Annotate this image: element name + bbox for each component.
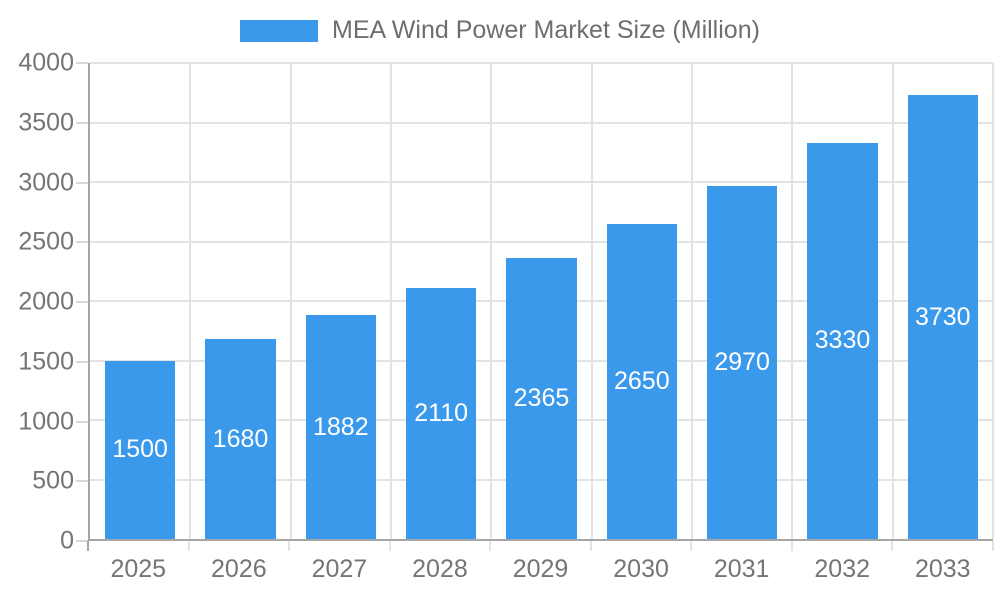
y-tick-mark	[76, 121, 88, 124]
x-gridline	[289, 63, 292, 539]
bars-layer: 1500 1680 1882 2110 2365 2650 2970 3330 3730	[90, 63, 993, 539]
y-axis-ticks	[76, 62, 88, 542]
bar-value-label: 3730	[914, 302, 971, 331]
bar-value-label: 2365	[513, 383, 570, 412]
legend-swatch	[240, 20, 319, 42]
bar[interactable]: 1680	[205, 339, 276, 539]
bar[interactable]: 2650	[606, 223, 677, 539]
y-tick-mark	[76, 480, 88, 483]
x-axis-label: 2025	[110, 555, 167, 583]
bar[interactable]: 1500	[105, 360, 176, 539]
y-tick-mark	[76, 241, 88, 244]
x-axis-label: 2033	[914, 555, 971, 583]
bar-value-label: 2110	[414, 398, 469, 427]
x-tick-mark	[992, 541, 994, 551]
bar[interactable]: 1882	[305, 315, 376, 539]
bar[interactable]: 3330	[807, 142, 878, 539]
y-axis-label: 500	[32, 466, 74, 495]
bar-slot: 2970	[692, 63, 792, 539]
x-axis-ticks	[87, 541, 994, 551]
x-gridline	[389, 63, 392, 539]
x-gridline	[791, 63, 794, 539]
y-axis-label: 2500	[18, 227, 74, 256]
x-tick-mark	[589, 541, 592, 551]
bar-slot: 3730	[893, 63, 993, 539]
bar-value-label: 3330	[814, 326, 871, 355]
y-tick-mark	[76, 360, 88, 363]
x-gridline	[189, 63, 192, 539]
x-axis-labels: 2025 2026 2027 2028 2029 2030 2031 2032 2033	[88, 555, 993, 586]
y-axis-label: 1000	[18, 407, 74, 435]
bar-value-label: 2650	[613, 366, 670, 395]
y-tick-mark	[76, 62, 88, 64]
x-tick-mark	[87, 541, 89, 551]
y-axis-label: 2000	[18, 287, 74, 316]
bar-slot: 1882	[291, 63, 391, 539]
y-axis-label: 1500	[18, 347, 74, 376]
legend-label: MEA Wind Power Market Size (Million)	[332, 16, 760, 45]
x-tick-mark	[489, 541, 492, 551]
bar-slot: 1500	[90, 63, 190, 539]
bar-value-label: 1680	[212, 424, 269, 453]
x-tick-mark	[690, 541, 693, 551]
bar[interactable]: 2110	[406, 287, 477, 539]
x-axis-label: 2030	[613, 555, 669, 583]
bar[interactable]: 2970	[707, 185, 778, 539]
x-axis-label: 2029	[512, 555, 569, 583]
x-axis-label: 2028	[412, 555, 468, 583]
y-tick-mark	[76, 301, 88, 303]
bar-slot: 2650	[592, 63, 692, 539]
bar-slot: 3330	[792, 63, 892, 539]
legend[interactable]: MEA Wind Power Market Size (Million)	[0, 16, 1000, 46]
x-gridline	[590, 63, 593, 539]
y-axis-label: 4000	[18, 48, 74, 77]
y-gridline	[90, 62, 993, 64]
x-tick-mark	[388, 541, 391, 551]
y-gridline	[90, 181, 993, 183]
bar-value-label: 1500	[112, 435, 168, 464]
y-axis-labels: 0 500 1000 1500 2000 2500 3000 3500 4000	[0, 50, 74, 553]
x-axis-label: 2027	[311, 555, 368, 583]
x-gridline	[992, 63, 994, 539]
bar-slot: 2365	[491, 63, 591, 539]
x-gridline	[891, 63, 894, 539]
y-gridline	[90, 240, 993, 243]
bar-slot: 2110	[391, 63, 491, 539]
x-tick-mark	[288, 541, 291, 551]
y-tick-mark	[76, 540, 88, 542]
x-tick-mark	[790, 541, 793, 551]
y-tick-mark	[76, 181, 88, 184]
x-tick-mark	[891, 541, 894, 551]
y-gridline	[90, 121, 993, 124]
x-gridline	[690, 63, 693, 539]
x-tick-mark	[187, 541, 190, 551]
y-axis-label: 3500	[18, 108, 74, 137]
bar[interactable]: 2365	[506, 257, 577, 539]
bar[interactable]: 3730	[907, 95, 978, 539]
bar-value-label: 1882	[313, 412, 369, 441]
y-axis-label: 3000	[18, 168, 74, 196]
plot-area: 1500 1680 1882 2110 2365 2650 2970 3330 3730	[88, 62, 994, 541]
y-axis-label: 0	[60, 526, 74, 555]
bar-value-label: 2970	[714, 347, 770, 376]
bar-slot: 1680	[190, 63, 290, 539]
x-gridline	[490, 63, 493, 539]
x-axis-label: 2026	[211, 555, 267, 583]
x-axis-label: 2032	[814, 555, 871, 583]
x-axis-label: 2031	[713, 555, 770, 583]
y-tick-mark	[76, 420, 88, 423]
